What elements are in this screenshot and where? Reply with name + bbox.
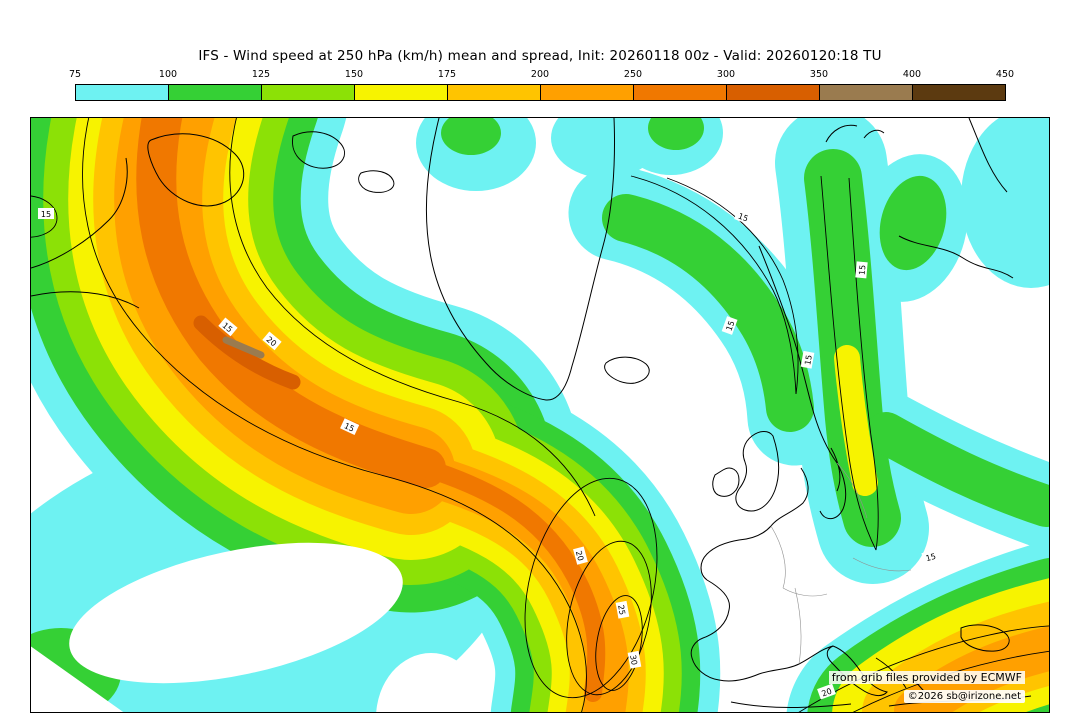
iceland-coast	[604, 356, 650, 384]
colorbar-segment	[541, 85, 634, 100]
russia-arctic-coast	[898, 118, 1014, 279]
page-title: IFS - Wind speed at 250 hPa (km/h) mean …	[198, 48, 882, 64]
spread-contour-label: 15	[855, 261, 868, 279]
colorbar-tick-label: 150	[344, 69, 364, 80]
svg-text:15: 15	[858, 264, 868, 275]
svg-text:15: 15	[343, 421, 356, 433]
italy-coast	[826, 645, 888, 697]
greenland-coast	[425, 118, 616, 401]
arctic-islands	[292, 131, 395, 193]
spread-contour-label: 25	[615, 600, 630, 619]
spread-contour-label: 20	[573, 546, 588, 565]
wind-fill-layer	[31, 118, 1049, 712]
svg-text:20: 20	[821, 687, 834, 699]
colorbar-tick-label: 125	[251, 69, 271, 80]
labrador-coast	[31, 157, 140, 309]
colorbar-tick-label: 175	[437, 69, 457, 80]
data-credit: from grib files provided by ECMWF	[828, 671, 1025, 684]
spread-contour-layer	[31, 118, 1049, 712]
svg-text:20: 20	[574, 550, 585, 562]
colorbar-segment	[913, 85, 1005, 100]
colorbar-segment	[820, 85, 913, 100]
colorbar-tick-label: 450	[995, 69, 1015, 80]
colorbar-segment	[727, 85, 820, 100]
colorbar: 75 100 125 150 175 200 250 300 350 400 450	[69, 69, 1014, 101]
ireland-coast	[712, 467, 740, 497]
baffin-island	[147, 133, 245, 207]
svg-text:15: 15	[803, 354, 814, 366]
spread-contour-label: 30	[627, 650, 642, 669]
black-sea-coast	[960, 624, 1010, 652]
svg-text:15: 15	[737, 212, 750, 224]
colorbar-segment	[634, 85, 727, 100]
spread-contour-label: 15	[340, 418, 360, 436]
colorbar-segments	[75, 84, 1006, 101]
spread-contour-label: 20	[817, 683, 836, 700]
colorbar-tick-label: 300	[716, 69, 736, 80]
colorbar-tick-label: 200	[530, 69, 550, 80]
colorbar-ticks: 75 100 125 150 175 200 250 300 350 400 450	[69, 69, 1014, 82]
scandinavia-coast	[758, 245, 847, 520]
colorbar-tick-label: 400	[902, 69, 922, 80]
wind-map-frame: 15 15 20 15 20 25 30 15 15 15 15 15 20 f…	[30, 117, 1050, 713]
spread-contour-label: 15	[800, 350, 815, 369]
colorbar-segment	[262, 85, 355, 100]
svg-text:30: 30	[628, 654, 639, 666]
colorbar-segment	[169, 85, 262, 100]
colorbar-tick-label: 350	[809, 69, 829, 80]
spread-contour-label: 15	[721, 316, 738, 335]
copyright-credit: ©2026 sb@irizone.net	[903, 690, 1025, 703]
svg-text:15: 15	[725, 320, 737, 333]
svalbard-coast	[825, 124, 885, 143]
colorbar-segment	[355, 85, 448, 100]
colorbar-tick-label: 100	[158, 69, 178, 80]
wind-map: 15 15 20 15 20 25 30 15 15 15 15 15 20	[31, 118, 1049, 712]
colorbar-segment	[448, 85, 541, 100]
svg-text:15: 15	[925, 552, 937, 563]
spread-label-layer: 15 15 20 15 20 25 30 15 15 15 15 15 20	[38, 208, 940, 700]
spread-contour-label: 15	[38, 208, 54, 219]
colorbar-tick-label: 250	[623, 69, 643, 80]
svg-text:25: 25	[616, 604, 627, 616]
great-britain-coast	[735, 431, 780, 512]
spread-contour-label: 15	[734, 208, 753, 225]
svg-text:15: 15	[41, 210, 51, 219]
colorbar-tick-label: 75	[68, 69, 82, 80]
spread-contour-label: 15	[921, 549, 940, 564]
wind-white-holes	[31, 542, 486, 712]
colorbar-segment	[76, 85, 169, 100]
